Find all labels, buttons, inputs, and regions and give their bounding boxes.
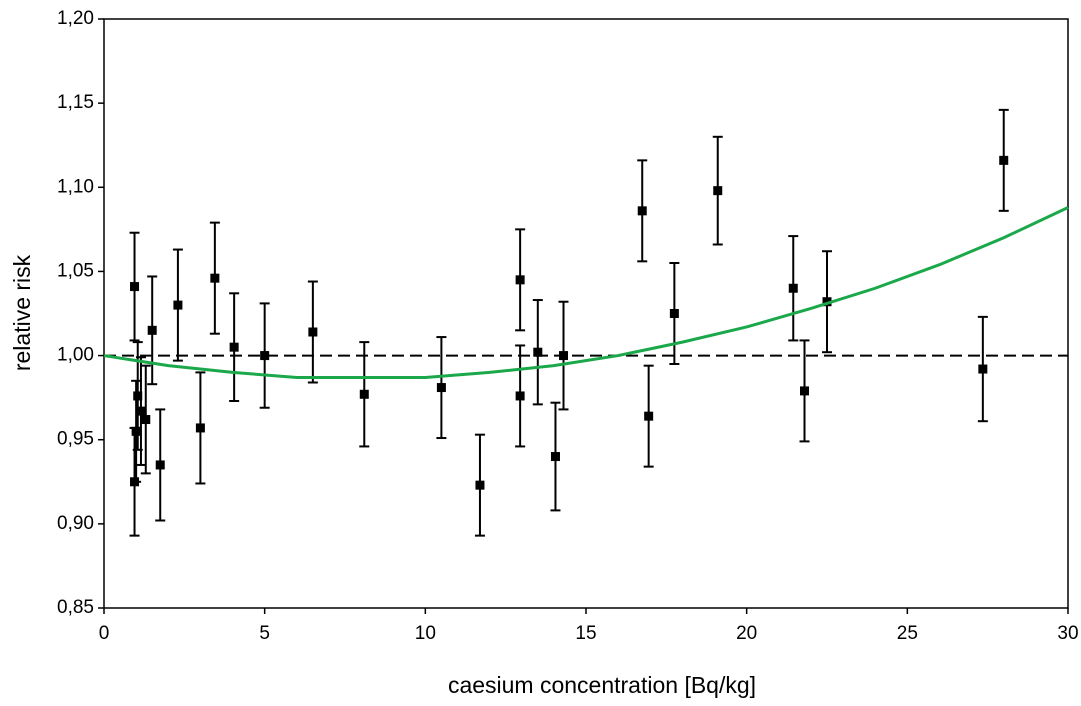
y-tick-label: 1,15 <box>57 92 94 113</box>
marker <box>195 423 205 433</box>
x-tick-label: 5 <box>259 623 270 644</box>
plot-frame <box>103 18 1069 609</box>
marker <box>550 452 560 462</box>
marker <box>475 480 485 490</box>
y-tick-label: 0,85 <box>57 597 94 618</box>
marker <box>669 309 679 318</box>
marker <box>133 391 143 401</box>
marker <box>637 206 647 216</box>
marker <box>788 283 798 293</box>
x-tick-label: 30 <box>1057 623 1078 644</box>
marker <box>713 186 723 196</box>
marker <box>436 383 446 393</box>
marker <box>147 325 157 335</box>
marker <box>260 351 270 361</box>
x-tick-label: 25 <box>897 623 918 644</box>
y-tick-label: 0,90 <box>57 513 94 534</box>
marker <box>559 351 569 361</box>
marker <box>978 364 988 374</box>
x-tick-label: 0 <box>99 623 110 644</box>
marker <box>533 347 543 357</box>
marker <box>644 411 654 421</box>
marker <box>229 342 239 352</box>
marker <box>515 391 525 401</box>
marker <box>800 386 810 396</box>
marker <box>141 415 151 425</box>
marker <box>173 300 183 310</box>
x-tick-label: 20 <box>736 623 757 644</box>
x-tick-label: 10 <box>415 623 436 644</box>
x-axis-label: caesium concentration [Bq/kg] <box>448 672 756 698</box>
y-tick-label: 1,00 <box>57 345 94 366</box>
marker <box>131 426 141 436</box>
x-tick-label: 15 <box>575 623 596 644</box>
marker <box>130 282 140 292</box>
marker <box>210 273 220 283</box>
marker <box>822 297 832 307</box>
marker <box>999 155 1009 165</box>
fit-curve <box>103 206 1069 379</box>
marker <box>308 327 318 337</box>
marker <box>515 275 525 285</box>
y-tick-label: 1,05 <box>57 260 94 281</box>
y-tick-label: 0,95 <box>57 429 94 450</box>
marker <box>359 389 369 399</box>
y-tick-label: 1,20 <box>57 8 94 29</box>
marker <box>155 460 165 470</box>
marker <box>136 406 146 416</box>
y-tick-label: 1,10 <box>57 176 94 197</box>
y-axis-label: relative risk <box>9 254 35 371</box>
